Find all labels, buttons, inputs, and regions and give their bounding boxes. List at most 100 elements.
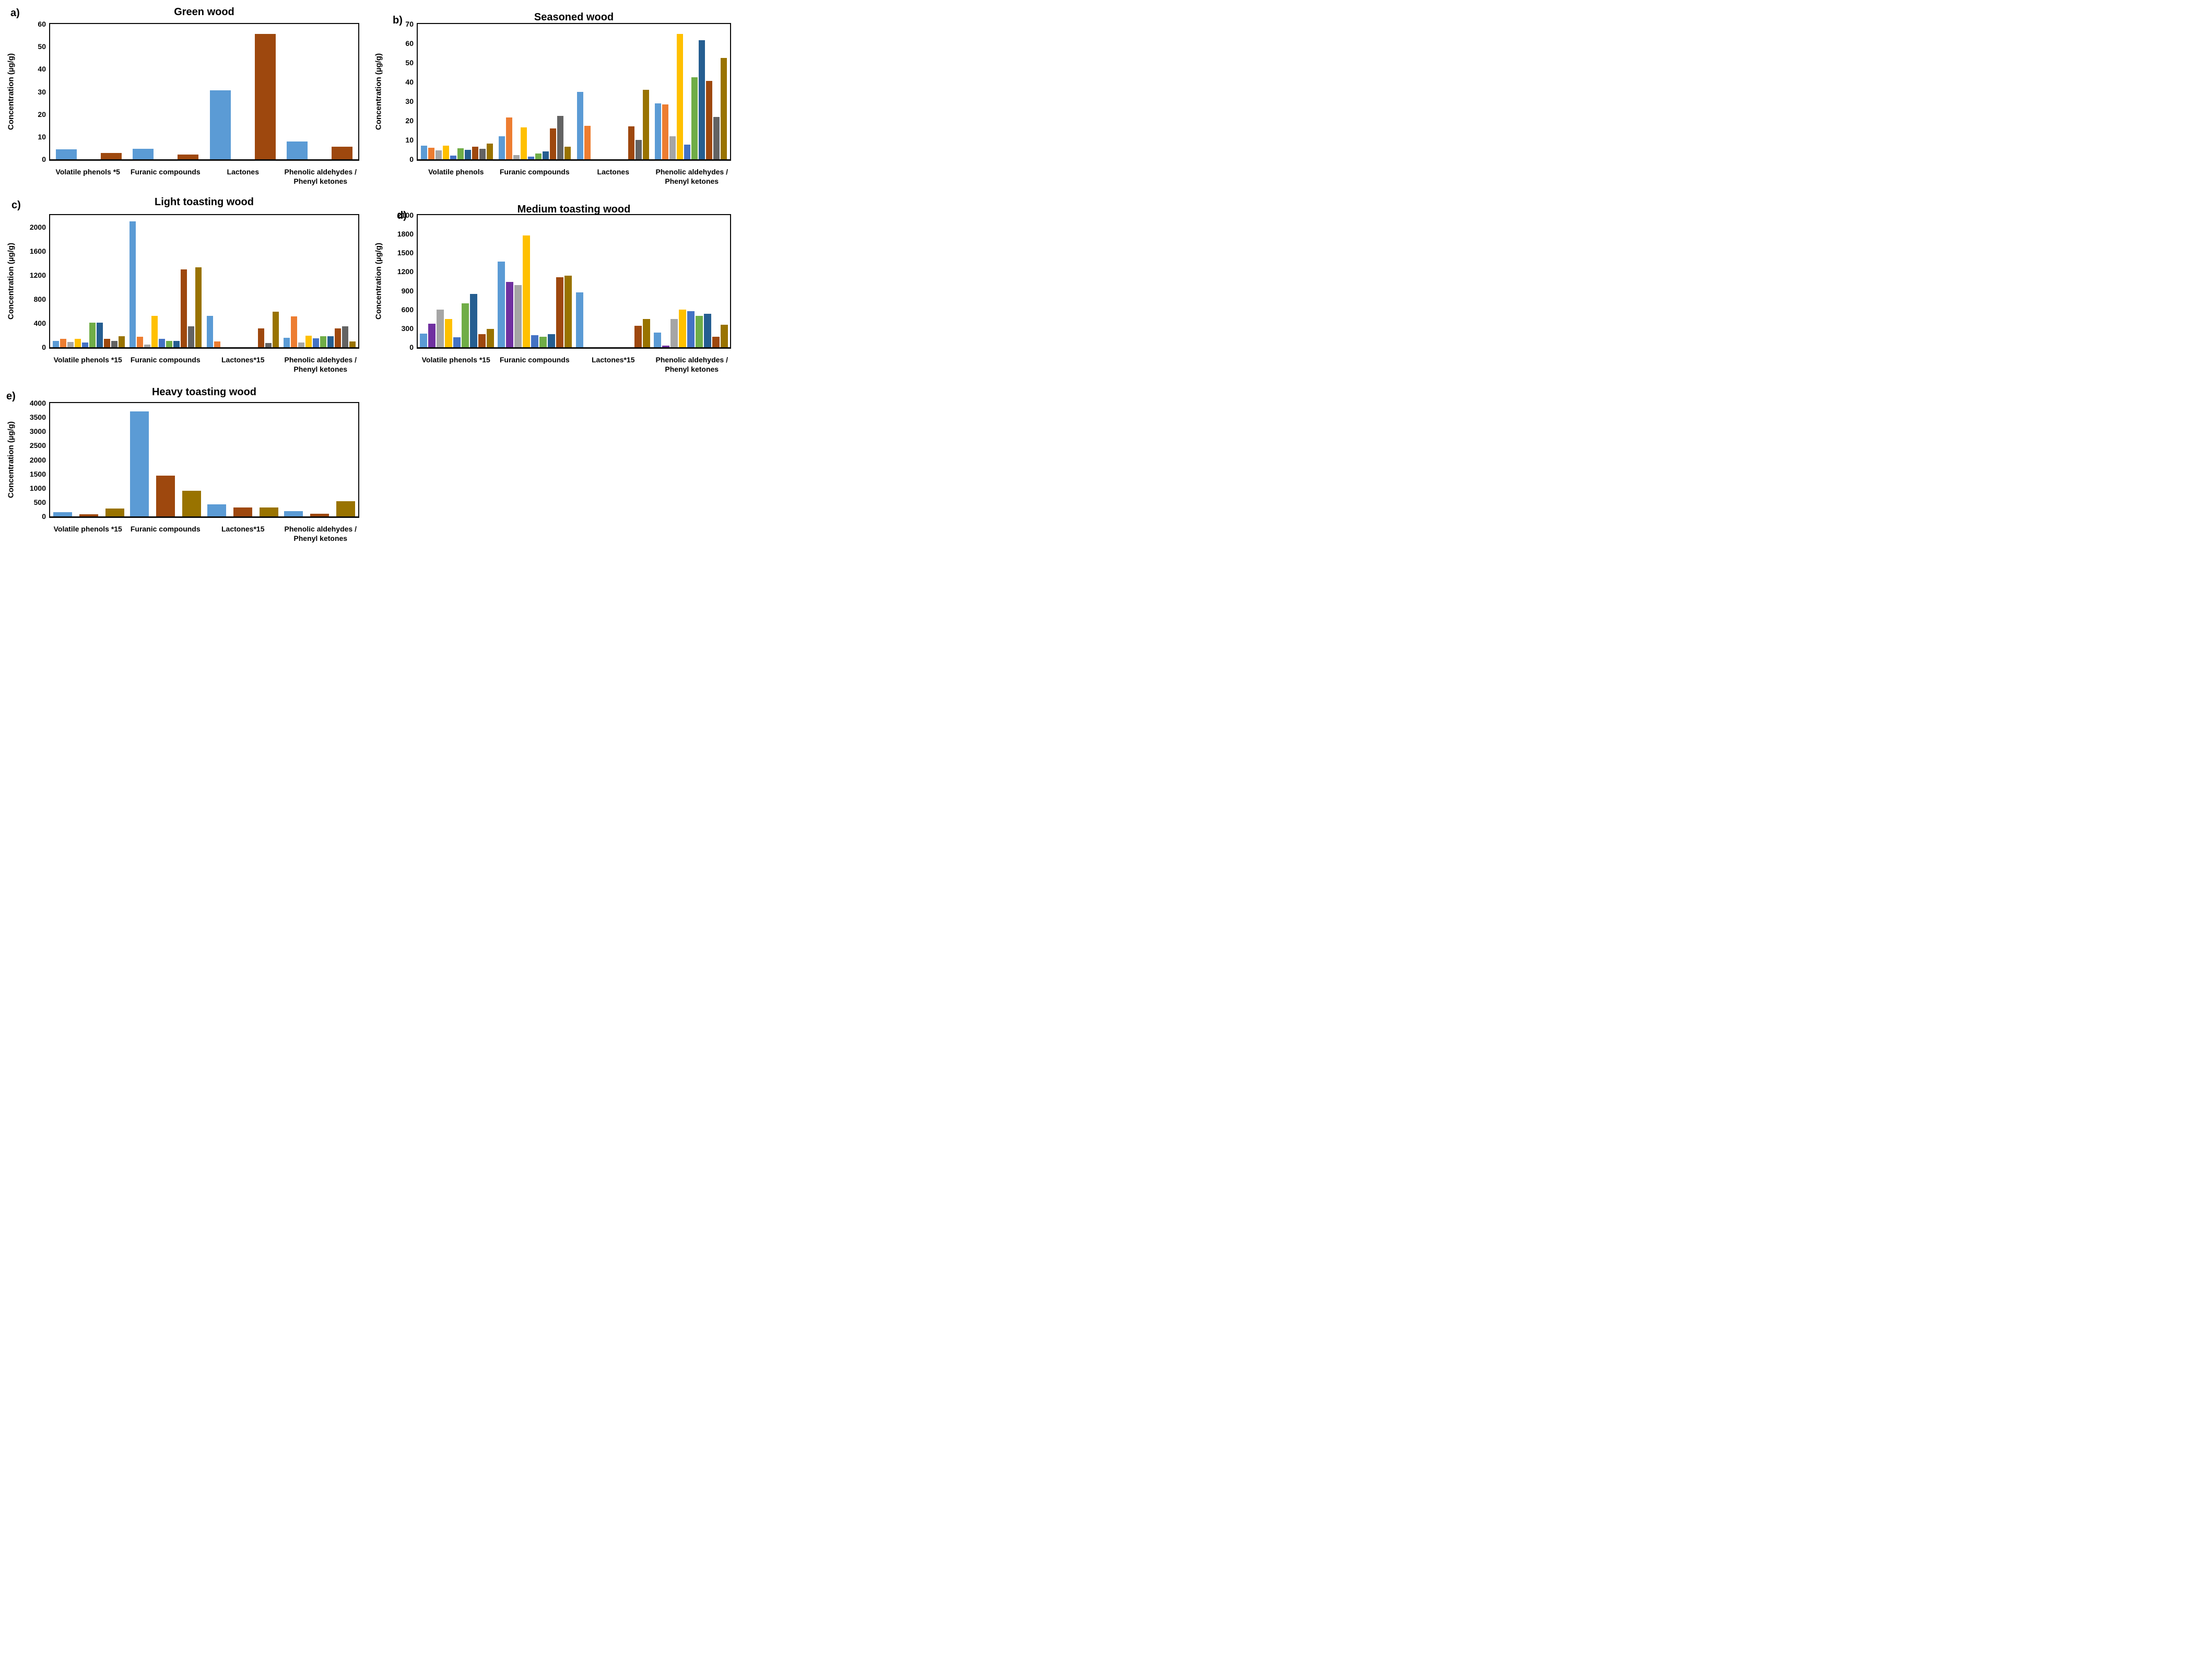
bar-gray: [513, 155, 520, 159]
bar-dark-blue: [543, 151, 549, 159]
bar-blue: [284, 338, 290, 347]
bar-olive: [486, 329, 494, 347]
bar-brown: [310, 513, 330, 516]
y-tick-label: 70: [405, 20, 414, 28]
y-tick-label: 60: [38, 20, 46, 28]
bar-blue: [130, 221, 136, 347]
bar-olive: [721, 57, 727, 159]
bar-blue: [420, 146, 427, 159]
y-tick-label: 20: [38, 110, 46, 119]
x-category-label: Lactones*15: [221, 525, 265, 533]
y-tick-label: 1800: [397, 230, 414, 239]
bar-dark-blue: [464, 150, 471, 159]
bar-green: [696, 315, 703, 347]
bar-blue: [52, 340, 59, 347]
bar-brown: [332, 147, 353, 159]
bar-blue: [130, 411, 149, 516]
bar-blue: [284, 511, 303, 516]
panel-green-wood: a) Green wood Concentration (µg/g) 0 10 20…: [4, 3, 363, 194]
bar-olive: [564, 146, 571, 159]
bar-brown: [257, 328, 264, 347]
bar-olive: [642, 318, 650, 347]
chart-title: Green wood: [174, 6, 234, 18]
bar-dark-gray: [265, 342, 272, 347]
bar-purple: [428, 323, 436, 347]
plot-area: 0 10 20 30 40 50 60: [38, 20, 359, 163]
bar-blue: [209, 90, 231, 159]
bar-gray: [298, 342, 305, 347]
bar-group: [496, 24, 574, 159]
y-tick-label: 50: [38, 42, 46, 51]
x-category-label: Furanic compounds: [499, 168, 570, 176]
bar-group: [652, 215, 731, 347]
bar-blue: [55, 149, 77, 159]
bars-row: [418, 215, 730, 347]
bar-dark-gray: [557, 115, 564, 159]
bar-brown: [550, 128, 557, 159]
bar-yellow: [444, 319, 452, 347]
bar-olive: [564, 275, 572, 347]
x-axis-labels: Volatile phenols *5 Furanic compounds Lact…: [49, 164, 359, 191]
bar-dark-blue: [704, 314, 712, 347]
y-tick-label: 2000: [29, 455, 46, 464]
bar-group: [127, 24, 205, 159]
bar-brown: [100, 153, 122, 159]
y-tick-label: 500: [33, 498, 46, 506]
bar-gray: [514, 285, 522, 347]
bar-royal-blue: [450, 156, 456, 159]
x-category-label: Phenolic aldehydes / Phenyl ketones: [655, 168, 728, 186]
y-tick-label: 60: [405, 39, 414, 48]
x-category-label: Lactones: [227, 168, 259, 176]
bar-dark-gray: [479, 148, 486, 159]
bar-olive: [182, 491, 202, 516]
bar-blue: [53, 512, 72, 516]
bar-group: [127, 215, 205, 347]
bar-brown: [634, 326, 642, 347]
bar-yellow: [523, 235, 531, 347]
bar-yellow: [677, 33, 684, 159]
y-tick-label: 0: [409, 155, 414, 163]
chart-title: Seasoned wood: [534, 11, 614, 23]
bar-royal-blue: [528, 157, 535, 159]
y-tick-label: 3500: [29, 413, 46, 422]
bar-olive: [259, 507, 278, 516]
bar-group: [204, 403, 281, 516]
bar-blue: [499, 136, 505, 159]
figure-canvas: a) Green wood Concentration (µg/g) 0 10 20…: [0, 0, 737, 553]
y-tick-label: 2100: [397, 211, 414, 219]
y-tick-label: 300: [401, 324, 414, 333]
y-tick-label: 1500: [397, 249, 414, 257]
bar-dark-blue: [173, 340, 180, 347]
bar-blue: [655, 103, 662, 159]
bar-brown: [706, 81, 713, 159]
bar-blue: [133, 149, 154, 159]
bar-orange: [137, 337, 144, 347]
bar-green: [539, 337, 547, 347]
bar-group: [652, 24, 731, 159]
bar-gray: [67, 341, 74, 347]
y-tick-label: 1500: [29, 469, 46, 478]
panel-heavy-toasting-wood: e) Heavy toasting wood Concentration (µg…: [4, 382, 363, 551]
bar-brown: [335, 328, 342, 347]
y-tick-label: 0: [42, 512, 46, 521]
bar-orange: [60, 338, 66, 347]
y-tick-label: 1000: [29, 483, 46, 492]
bar-group: [281, 403, 359, 516]
x-category-label: Volatile phenols *15: [53, 525, 122, 533]
panel-letter: b): [393, 15, 403, 26]
bar-yellow: [74, 339, 81, 347]
y-tick-label: 10: [38, 132, 46, 141]
y-tick-label: 800: [33, 295, 46, 303]
bar-group: [281, 24, 359, 159]
bar-yellow: [442, 146, 449, 159]
plot-area: 0 10 20 30 40 50 60 70: [405, 20, 731, 163]
bar-gray: [669, 136, 676, 159]
bar-brown: [556, 277, 564, 347]
x-category-label: Phenolic aldehydes / Phenyl ketones: [284, 168, 357, 186]
bar-group: [418, 24, 496, 159]
bar-purple: [662, 346, 670, 347]
bar-olive: [105, 509, 124, 516]
bar-brown: [478, 334, 486, 347]
x-category-label: Lactones*15: [592, 356, 635, 364]
y-axis-title: Concentration (µg/g): [374, 243, 383, 320]
